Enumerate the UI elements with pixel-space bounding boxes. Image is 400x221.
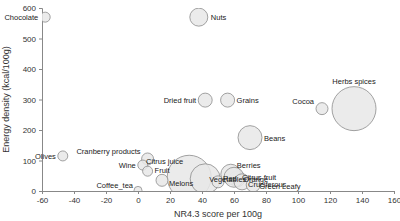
- bubble: [58, 151, 68, 161]
- bubble: [238, 126, 262, 150]
- tick: 200: [23, 126, 42, 135]
- tick: 60: [230, 191, 239, 205]
- tick: -60: [37, 191, 49, 205]
- tick-label: -20: [101, 196, 113, 205]
- tick: 400: [23, 65, 42, 74]
- point-labels: Chocolate Nuts Dried fruit Grains Cocoa Herbs…: [4, 13, 375, 191]
- point-label: Herbs spices: [332, 77, 376, 86]
- tick: 120: [324, 191, 338, 205]
- point-label: Beans: [264, 134, 286, 143]
- tick-label: 140: [356, 196, 370, 205]
- bubble: [134, 186, 142, 191]
- tick-mark: [234, 191, 235, 194]
- point-label: Grains: [237, 96, 259, 105]
- axis-line: [39, 9, 43, 192]
- point-label: Red: [223, 174, 237, 183]
- tick-label: 160: [388, 196, 400, 205]
- tick: 300: [23, 96, 42, 105]
- tick-mark: [39, 191, 42, 192]
- point-label: Citrus juice: [146, 157, 183, 166]
- tick-mark: [362, 191, 363, 194]
- bubble: [332, 87, 376, 131]
- tick-mark: [39, 39, 42, 40]
- tick-mark: [74, 191, 75, 194]
- tick-label: 0: [32, 187, 37, 196]
- tick-mark: [298, 191, 299, 194]
- tick: 80: [262, 191, 271, 205]
- tick-label: 40: [198, 196, 207, 205]
- tick: 20: [166, 191, 175, 205]
- point-label: Nuts: [211, 13, 227, 22]
- tick-label: 300: [23, 96, 37, 105]
- tick-label: 80: [262, 196, 271, 205]
- tick: 500: [23, 35, 42, 44]
- point-label: Green Leafy: [259, 182, 301, 191]
- point-label: Cocoa: [292, 97, 315, 106]
- point-label: Dried fruit: [164, 96, 197, 105]
- tick-mark: [106, 191, 107, 194]
- tick-mark: [170, 191, 171, 194]
- tick-label: -40: [69, 196, 81, 205]
- bubble: [221, 93, 235, 107]
- tick: 40: [198, 191, 207, 205]
- tick-mark: [39, 100, 42, 101]
- tick-mark: [266, 191, 267, 194]
- bubble: [143, 166, 153, 176]
- plot: -60-40-200204060801001201401600100200300…: [4, 4, 400, 205]
- tick-mark: [330, 191, 331, 194]
- tick: -40: [69, 191, 81, 205]
- tick: 160: [388, 191, 400, 205]
- point-label: Fruit: [155, 166, 171, 175]
- tick: 600: [23, 4, 42, 13]
- tick-label: 500: [23, 35, 37, 44]
- bubble: [156, 174, 168, 186]
- tick-mark: [39, 69, 42, 70]
- bubble: [198, 93, 212, 107]
- tick-label: 100: [292, 196, 306, 205]
- tick-label: 400: [23, 65, 37, 74]
- tick-mark: [202, 191, 203, 194]
- tick: 140: [356, 191, 370, 205]
- x-axis-title: NR4.3 score per 100g: [174, 209, 262, 219]
- bubble: [316, 103, 328, 115]
- bubbles: [42, 8, 376, 191]
- tick-mark: [39, 8, 42, 9]
- tick-mark: [138, 191, 139, 194]
- x-axis: -60 -40 -20 0 20 40 60 80 100 120 140 160: [37, 191, 400, 205]
- axis-line: [43, 192, 395, 195]
- tick-label: 20: [166, 196, 175, 205]
- tick: 100: [292, 191, 306, 205]
- tick-label: -60: [37, 196, 49, 205]
- point-label: Chocolate: [4, 13, 38, 22]
- tick-mark: [39, 130, 42, 131]
- tick-label: 600: [23, 4, 37, 13]
- tick-mark: [394, 191, 395, 194]
- tick-label: 60: [230, 196, 239, 205]
- y-axis-title: Energy density (kcal/100g): [1, 46, 11, 153]
- tick-label: 120: [324, 196, 338, 205]
- point-label: Melons: [169, 179, 193, 188]
- tick-label: 0: [136, 196, 141, 205]
- tick-label: 200: [23, 126, 37, 135]
- point-label: Cranberry products: [76, 147, 140, 156]
- point-label: Coffee_tea: [96, 181, 133, 190]
- tick: 0: [32, 187, 42, 196]
- point-label: Wine: [119, 161, 136, 170]
- y-axis: 0100200300400500600: [23, 4, 43, 196]
- tick: -20: [101, 191, 113, 205]
- point-label: Vegetables: [209, 175, 246, 184]
- point-label: Olives: [35, 152, 56, 161]
- bubble: [42, 12, 50, 22]
- tick: 0: [136, 191, 141, 205]
- point-label: Berries: [237, 161, 261, 170]
- bubble: [190, 8, 208, 26]
